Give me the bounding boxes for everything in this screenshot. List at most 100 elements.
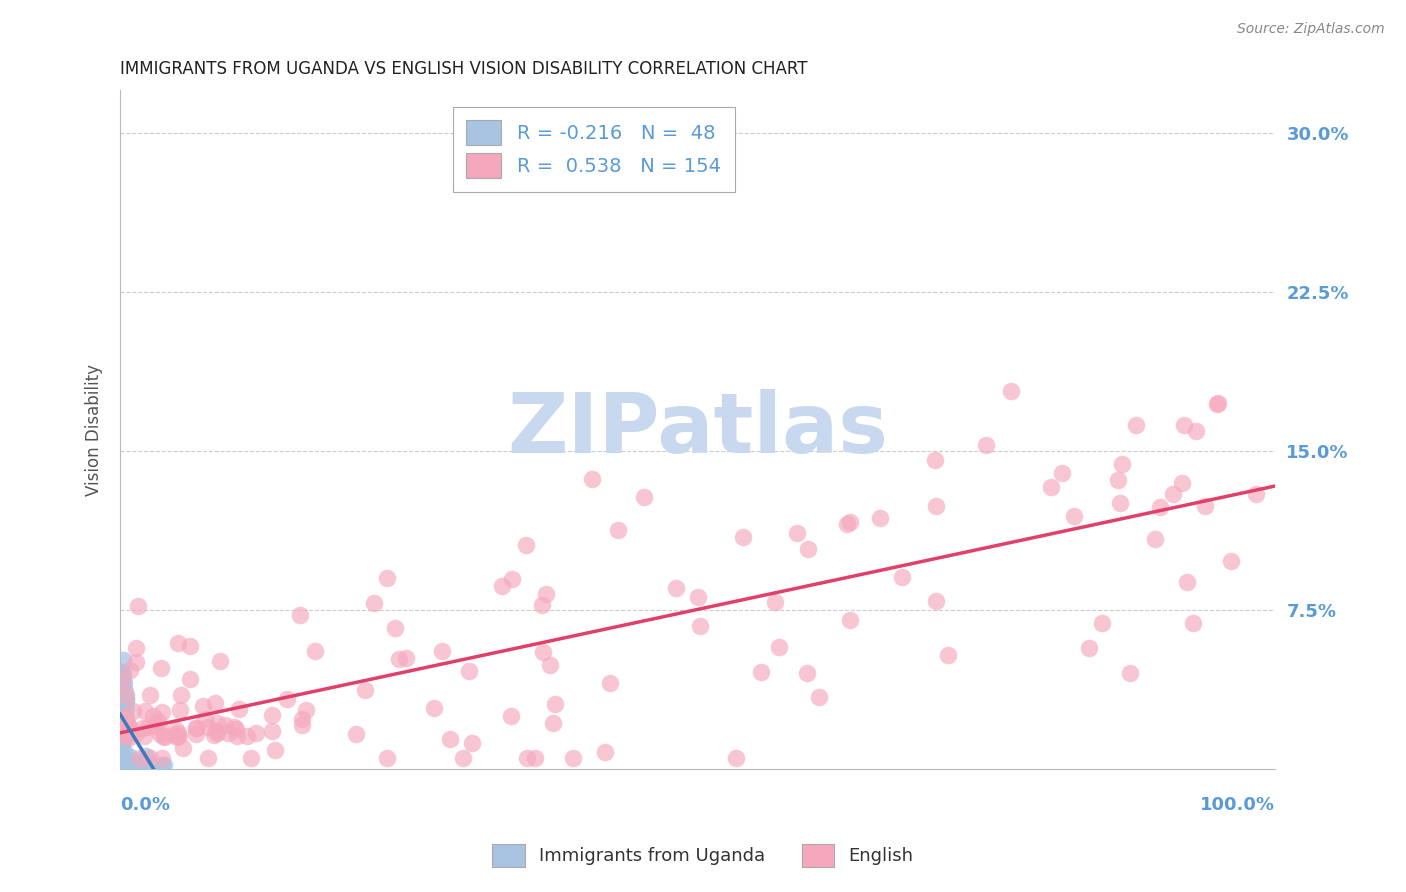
Point: [388, 652, 411, 666]
Point: [112, 676, 135, 690]
Point: [763, 595, 786, 609]
Point: [124, 641, 146, 656]
Point: [149, 721, 172, 735]
Point: [139, 751, 162, 765]
Point: [501, 709, 523, 723]
Point: [974, 438, 997, 452]
Point: [114, 684, 136, 698]
Point: [375, 751, 398, 765]
Point: [1170, 475, 1192, 490]
Point: [1149, 500, 1171, 514]
Y-axis label: Vision Disability: Vision Disability: [86, 364, 103, 496]
Point: [169, 703, 191, 717]
Point: [129, 751, 152, 765]
Point: [786, 525, 808, 540]
Point: [225, 723, 247, 737]
Point: [924, 453, 946, 467]
Point: [925, 594, 948, 608]
Point: [384, 621, 406, 635]
Point: [869, 511, 891, 525]
Point: [150, 661, 173, 675]
Point: [530, 599, 553, 613]
Point: [120, 750, 142, 764]
Point: [112, 716, 135, 731]
Legend: Immigrants from Uganda, English: Immigrants from Uganda, English: [485, 837, 921, 874]
Point: [1063, 509, 1085, 524]
Point: [110, 725, 132, 739]
Point: [115, 693, 138, 707]
Point: [194, 712, 217, 726]
Point: [111, 747, 134, 761]
Point: [110, 699, 132, 714]
Legend: R = -0.216   N =  48, R =  0.538   N = 154: R = -0.216 N = 48, R = 0.538 N = 154: [453, 107, 734, 192]
Point: [291, 718, 314, 732]
Point: [110, 736, 132, 750]
Point: [166, 730, 188, 744]
Point: [1107, 473, 1129, 487]
Point: [835, 516, 858, 531]
Point: [375, 571, 398, 585]
Point: [134, 704, 156, 718]
Point: [127, 756, 149, 770]
Point: [1144, 532, 1167, 546]
Point: [224, 720, 246, 734]
Point: [523, 751, 546, 765]
Point: [142, 709, 165, 723]
Point: [1161, 487, 1184, 501]
Point: [139, 689, 162, 703]
Point: [110, 700, 132, 714]
Point: [1194, 499, 1216, 513]
Point: [422, 701, 444, 715]
Point: [1091, 616, 1114, 631]
Point: [1184, 425, 1206, 439]
Point: [127, 757, 149, 772]
Point: [111, 730, 134, 744]
Point: [179, 672, 201, 686]
Point: [150, 757, 173, 772]
Point: [111, 727, 134, 741]
Point: [1182, 616, 1205, 631]
Point: [607, 524, 630, 538]
Point: [111, 721, 134, 735]
Point: [111, 674, 134, 689]
Point: [260, 723, 283, 738]
Point: [1111, 458, 1133, 472]
Point: [112, 710, 135, 724]
Point: [239, 751, 262, 765]
Point: [112, 744, 135, 758]
Point: [111, 713, 134, 727]
Point: [115, 700, 138, 714]
Point: [225, 729, 247, 743]
Point: [228, 702, 250, 716]
Point: [120, 664, 142, 678]
Point: [491, 579, 513, 593]
Point: [1119, 666, 1142, 681]
Point: [150, 751, 173, 765]
Point: [166, 725, 188, 739]
Point: [127, 599, 149, 613]
Point: [665, 581, 688, 595]
Point: [209, 654, 232, 668]
Point: [531, 645, 554, 659]
Point: [111, 734, 134, 748]
Point: [114, 722, 136, 736]
Point: [430, 644, 453, 658]
Point: [538, 658, 561, 673]
Point: [111, 726, 134, 740]
Point: [124, 655, 146, 669]
Point: [891, 570, 914, 584]
Point: [288, 608, 311, 623]
Point: [191, 698, 214, 713]
Point: [110, 711, 132, 725]
Point: [197, 751, 219, 765]
Point: [936, 648, 959, 662]
Point: [453, 751, 475, 765]
Point: [363, 596, 385, 610]
Point: [115, 688, 138, 702]
Point: [114, 729, 136, 743]
Point: [139, 757, 162, 772]
Point: [217, 726, 239, 740]
Point: [167, 636, 190, 650]
Point: [153, 730, 176, 744]
Text: IMMIGRANTS FROM UGANDA VS ENGLISH VISION DISABILITY CORRELATION CHART: IMMIGRANTS FROM UGANDA VS ENGLISH VISION…: [120, 60, 807, 78]
